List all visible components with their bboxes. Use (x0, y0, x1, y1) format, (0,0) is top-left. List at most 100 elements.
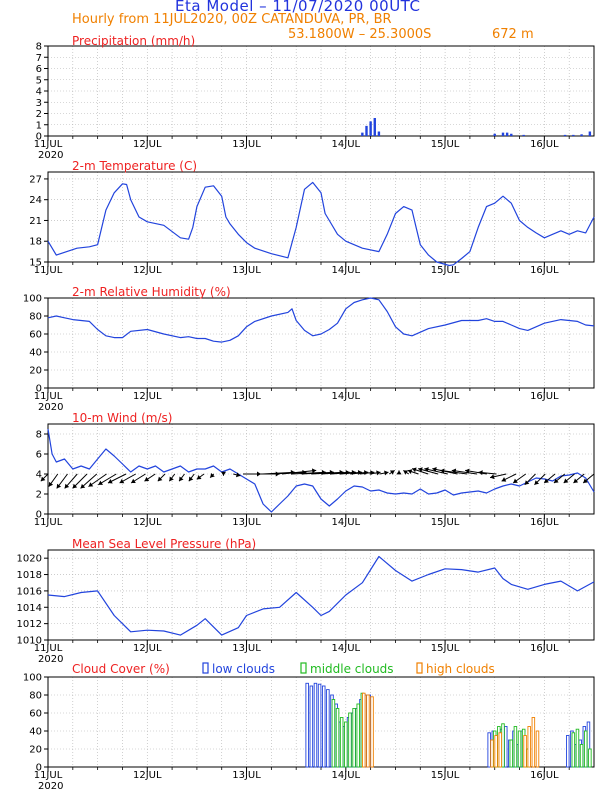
y-tick-label: 1 (36, 120, 42, 131)
y-tick-label: 15 (29, 258, 42, 269)
panel-title: Precipitation (mm/h) (72, 34, 195, 48)
x-tick-label: 13JUL (232, 391, 261, 402)
y-tick-label: 40 (29, 727, 42, 738)
wind-arrow-head (56, 483, 62, 489)
wind-arrow-head (501, 477, 507, 482)
cloud-bar-2 (370, 696, 374, 768)
y-tick-label: 6 (36, 64, 42, 75)
panel-title: 2-m Relative Humidity (%) (72, 285, 231, 299)
wind-arrow-head (221, 471, 226, 476)
precip-bar (365, 125, 368, 136)
x-tick-label: 15JUL (431, 770, 460, 781)
legend-label: middle clouds (310, 662, 394, 676)
wind-arrow-head (196, 475, 202, 480)
x-tick-label: 11JUL (34, 517, 63, 528)
x-tick-label: 15JUL (431, 139, 460, 150)
wind-arrow-head (64, 483, 70, 489)
wind-arrow-head (384, 470, 389, 476)
x-tick-label: 14JUL (332, 517, 361, 528)
precip-bar (510, 133, 513, 136)
precip-bar (588, 131, 592, 136)
wind-arrow-head (235, 472, 241, 478)
wind-barb (262, 471, 295, 475)
cloud-bar-1 (356, 703, 360, 768)
x-tick-label: 16JUL (530, 643, 559, 654)
legend-label: low clouds (212, 662, 275, 676)
wind-arrow-head (210, 473, 215, 478)
cloud-bar-0 (487, 732, 491, 768)
cloud-bar-0 (503, 726, 508, 768)
wind-barb (451, 469, 478, 475)
y-tick-label: 1010 (17, 636, 42, 647)
chart-coordinates: 53.1800W – 25.3000S (288, 27, 432, 42)
wind-arrow-head (131, 478, 136, 483)
panel-temp: 15 18 21 24 27 11JUL 12JUL 13JUL 14JUL 15JUL 16JUL… (29, 159, 595, 276)
y-tick-label: 1018 (17, 570, 42, 581)
wind-arrow-head (451, 468, 457, 474)
cloud-bar-2 (527, 726, 531, 768)
x-tick-label: 11JUL (34, 770, 63, 781)
x-tick-label: 13JUL (232, 139, 261, 150)
x-tick-label: 12JUL (133, 517, 162, 528)
wind-arrow-head (465, 468, 470, 474)
cloud-bar-2 (523, 735, 527, 768)
wind-arrow-head (98, 480, 103, 485)
wind-arrow-head (169, 476, 174, 482)
x-tick-label: 15JUL (431, 265, 460, 276)
y-tick-label: 20 (29, 745, 42, 756)
wind-arrow-head (370, 470, 375, 476)
x-tick-label: 14JUL (332, 643, 361, 654)
cloud-bar-0 (326, 689, 330, 768)
x-tick-label: 14JUL (332, 139, 361, 150)
wind-arrow-head (188, 476, 194, 482)
cloud-bar-1 (588, 748, 592, 768)
wind-arrow-head (573, 478, 579, 483)
x-tick-label: 12JUL (133, 139, 162, 150)
cloud-bar-0 (309, 685, 314, 768)
panel-title: Mean Sea Level Pressure (hPa) (72, 537, 256, 551)
y-tick-label: 27 (29, 174, 42, 185)
wind-barb (301, 471, 334, 475)
wind-arrow-head (563, 478, 569, 483)
precip-bar (493, 133, 496, 136)
wind-arrow-head (524, 480, 530, 485)
cloud-bar-1 (348, 712, 352, 768)
wind-arrow-head (478, 470, 483, 476)
chart-subtitle: Hourly from 11JUL2020, 00Z CATANDUVA, PR… (72, 12, 392, 27)
wind-arrow-head (396, 470, 402, 475)
x-tick-label: 15JUL (431, 643, 460, 654)
y-tick-label: 4 (36, 470, 42, 481)
legend-swatch (300, 662, 307, 674)
cloud-bar-1 (575, 728, 580, 768)
wind-arrow-head (412, 467, 417, 473)
precip-bar (572, 134, 575, 136)
y-tick-label: 7 (36, 53, 42, 64)
y-tick-label: 24 (29, 195, 42, 206)
wind-barb (330, 471, 356, 475)
x-tick-label: 11JUL (34, 139, 63, 150)
x-tick-label: 16JUL (530, 391, 559, 402)
cloud-bar-1 (513, 726, 518, 768)
precip-bar (505, 132, 509, 136)
y-tick-label: 6 (36, 450, 42, 461)
wind-arrow-head (88, 482, 94, 487)
cloud-bar-0 (313, 682, 318, 768)
year-label: 2020 (38, 402, 63, 413)
year-label: 2020 (38, 654, 63, 665)
x-tick-label: 15JUL (431, 391, 460, 402)
x-tick-label: 12JUL (133, 770, 162, 781)
panel-title: 10-m Wind (m/s) (72, 411, 172, 425)
wind-arrow-head (534, 480, 540, 485)
wind-arrow-head (424, 467, 429, 472)
rh-line (47, 297, 595, 343)
cloud-bar-1 (335, 708, 340, 768)
panel-title: 2-m Temperature (C) (72, 159, 197, 173)
y-tick-label: 21 (29, 216, 42, 227)
x-tick-label: 14JUL (332, 391, 361, 402)
y-tick-label: 1012 (17, 619, 42, 630)
wind-arrow-head (490, 474, 495, 480)
cloud-bar-0 (566, 735, 570, 768)
wind-arrow-head (119, 478, 125, 484)
y-tick-label: 40 (29, 348, 42, 359)
